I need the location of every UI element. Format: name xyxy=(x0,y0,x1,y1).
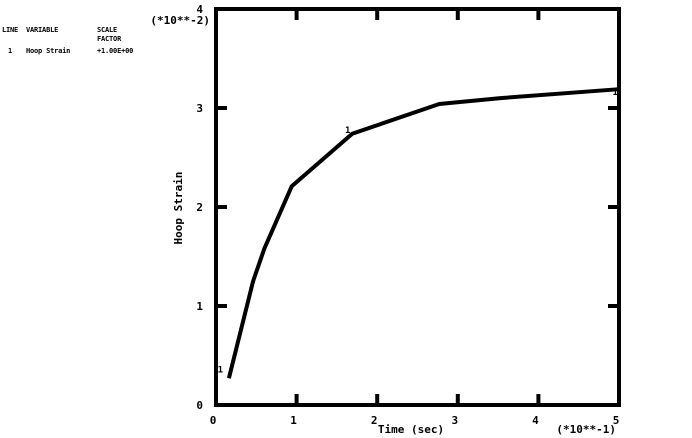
legend-header-scale: SCALE xyxy=(97,26,118,34)
y-tick-label: 4 xyxy=(196,3,203,16)
x-tick-label: 3 xyxy=(451,414,458,427)
x-tick-label: 1 xyxy=(290,414,297,427)
legend-row-line-number: 1 xyxy=(8,47,13,55)
y-tick-label: 3 xyxy=(196,102,203,115)
plot-frame xyxy=(214,7,621,407)
legend-header-variable: VARIABLE xyxy=(26,26,59,34)
curve-number-label: 1 xyxy=(345,126,350,136)
x-tick-label: 4 xyxy=(532,414,539,427)
x-axis-scale-label: (*10**-1) xyxy=(556,423,616,436)
x-tick-label: 2 xyxy=(371,414,378,427)
plot-dynamic-layer: 0 1 2 3 4 5 0 1 2 3 4 1 1 1 xyxy=(196,3,621,427)
series-line-hoop-strain xyxy=(226,87,620,379)
y-axis-scale-label: (*10**-2) xyxy=(150,14,210,27)
x-axis-title: Time (sec) xyxy=(378,423,444,436)
curve-number-label: 1 xyxy=(613,88,618,98)
y-tick-label: 2 xyxy=(196,201,203,214)
legend-row-scale-factor: +1.00E+00 xyxy=(97,47,134,55)
legend-header-factor: FACTOR xyxy=(97,35,122,43)
legend-header-line: LINE xyxy=(2,26,19,34)
y-tick-label: 0 xyxy=(196,399,203,412)
y-tick-label: 1 xyxy=(196,300,203,313)
curve-number-label: 1 xyxy=(218,365,223,375)
x-tick-label: 0 xyxy=(210,414,217,427)
x-tick-label: 5 xyxy=(613,414,620,427)
y-axis-title: Hoop Strain xyxy=(172,172,185,245)
legend-row-variable: Hoop Strain xyxy=(26,47,71,55)
